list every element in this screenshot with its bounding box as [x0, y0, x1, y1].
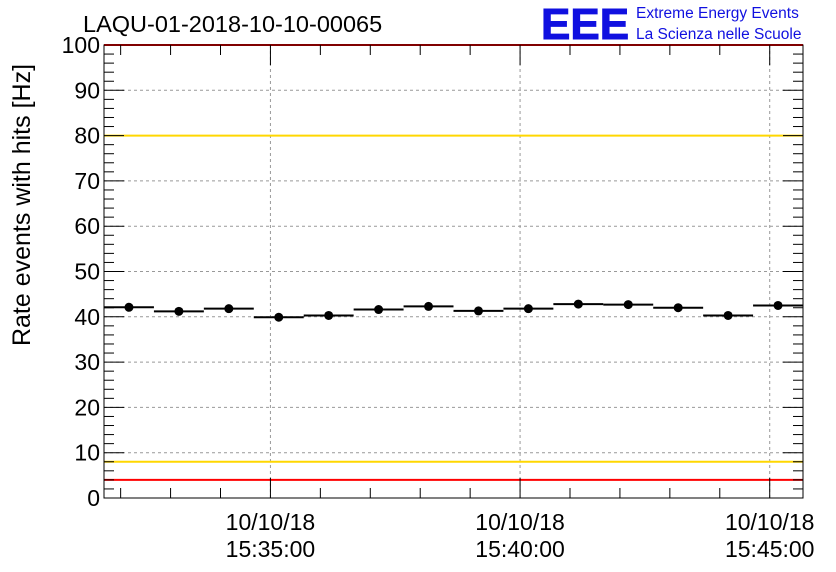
reference-lines	[104, 44, 803, 481]
chart-title: LAQU-01-2018-10-10-00065	[83, 11, 382, 37]
data-point	[274, 312, 284, 322]
data-point	[723, 310, 733, 320]
data-point	[773, 300, 783, 310]
data-point	[424, 301, 434, 311]
y-tick-label: 90	[74, 77, 100, 103]
data-point	[673, 303, 683, 313]
y-tick-label: 10	[74, 440, 100, 466]
y-tick-label: 40	[74, 304, 100, 330]
y-tick-labels: 0 10 20 30 40 50 60 70 80 90 100	[62, 32, 100, 511]
data-points	[104, 299, 803, 322]
data-point	[224, 304, 234, 314]
data-point	[573, 299, 583, 309]
x-tick-label-date: 10/10/18	[725, 509, 815, 535]
eee-logo: EEE Extreme Energy Events La Scienza nel…	[541, 0, 802, 50]
x-tick-label-time: 15:35:00	[226, 536, 316, 562]
grid-lines	[104, 45, 803, 498]
data-point	[374, 305, 384, 315]
y-tick-label: 70	[74, 168, 100, 194]
eee-logo-mark: EEE	[541, 0, 629, 49]
y-tick-label: 20	[74, 394, 100, 420]
data-point	[473, 306, 483, 316]
y-tick-label: 80	[74, 123, 100, 149]
y-tick-label: 60	[74, 213, 100, 239]
axis-ticks	[104, 44, 803, 499]
x-tick-label-time: 15:45:00	[725, 536, 815, 562]
eee-logo-line2: La Scienza nelle Scuole	[636, 26, 801, 43]
y-tick-label: 100	[62, 32, 100, 58]
data-point	[523, 304, 533, 314]
data-point	[324, 310, 334, 320]
data-point	[174, 306, 184, 316]
x-tick-label-time: 15:40:00	[475, 536, 565, 562]
x-tick-label-date: 10/10/18	[475, 509, 565, 535]
x-tick-labels: 10/10/1815:35:0010/10/1815:40:0010/10/18…	[226, 509, 815, 562]
y-tick-label: 50	[74, 259, 100, 285]
eee-logo-line1: Extreme Energy Events	[636, 5, 799, 22]
y-axis-label: Rate events with hits [Hz]	[8, 64, 36, 346]
data-point	[623, 300, 633, 310]
y-tick-label: 0	[87, 485, 100, 511]
x-tick-label-date: 10/10/18	[226, 509, 316, 535]
y-tick-label: 30	[74, 349, 100, 375]
data-point	[124, 302, 134, 312]
